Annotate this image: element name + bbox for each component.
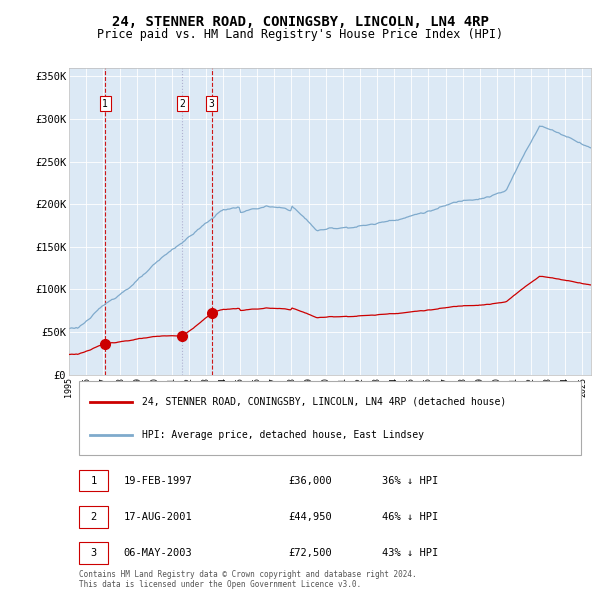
Text: 3: 3	[91, 548, 97, 558]
Text: 06-MAY-2003: 06-MAY-2003	[124, 548, 193, 558]
Text: 1: 1	[91, 476, 97, 486]
Text: 17-AUG-2001: 17-AUG-2001	[124, 512, 193, 522]
Text: HPI: Average price, detached house, East Lindsey: HPI: Average price, detached house, East…	[142, 430, 424, 440]
FancyBboxPatch shape	[79, 381, 581, 455]
Text: 2: 2	[91, 512, 97, 522]
FancyBboxPatch shape	[79, 542, 108, 563]
Text: Contains HM Land Registry data © Crown copyright and database right 2024.: Contains HM Land Registry data © Crown c…	[79, 570, 417, 579]
Text: 3: 3	[209, 99, 215, 109]
Text: This data is licensed under the Open Government Licence v3.0.: This data is licensed under the Open Gov…	[79, 581, 362, 589]
FancyBboxPatch shape	[79, 470, 108, 491]
Text: 2: 2	[179, 99, 185, 109]
Text: 43% ↓ HPI: 43% ↓ HPI	[382, 548, 439, 558]
FancyBboxPatch shape	[79, 506, 108, 527]
Text: 1: 1	[103, 99, 108, 109]
Text: 24, STENNER ROAD, CONINGSBY, LINCOLN, LN4 4RP (detached house): 24, STENNER ROAD, CONINGSBY, LINCOLN, LN…	[142, 397, 506, 407]
Text: Price paid vs. HM Land Registry's House Price Index (HPI): Price paid vs. HM Land Registry's House …	[97, 28, 503, 41]
Text: 36% ↓ HPI: 36% ↓ HPI	[382, 476, 439, 486]
Text: £36,000: £36,000	[288, 476, 332, 486]
Text: £44,950: £44,950	[288, 512, 332, 522]
Text: 46% ↓ HPI: 46% ↓ HPI	[382, 512, 439, 522]
Text: 19-FEB-1997: 19-FEB-1997	[124, 476, 193, 486]
Text: 24, STENNER ROAD, CONINGSBY, LINCOLN, LN4 4RP: 24, STENNER ROAD, CONINGSBY, LINCOLN, LN…	[112, 15, 488, 29]
Text: £72,500: £72,500	[288, 548, 332, 558]
